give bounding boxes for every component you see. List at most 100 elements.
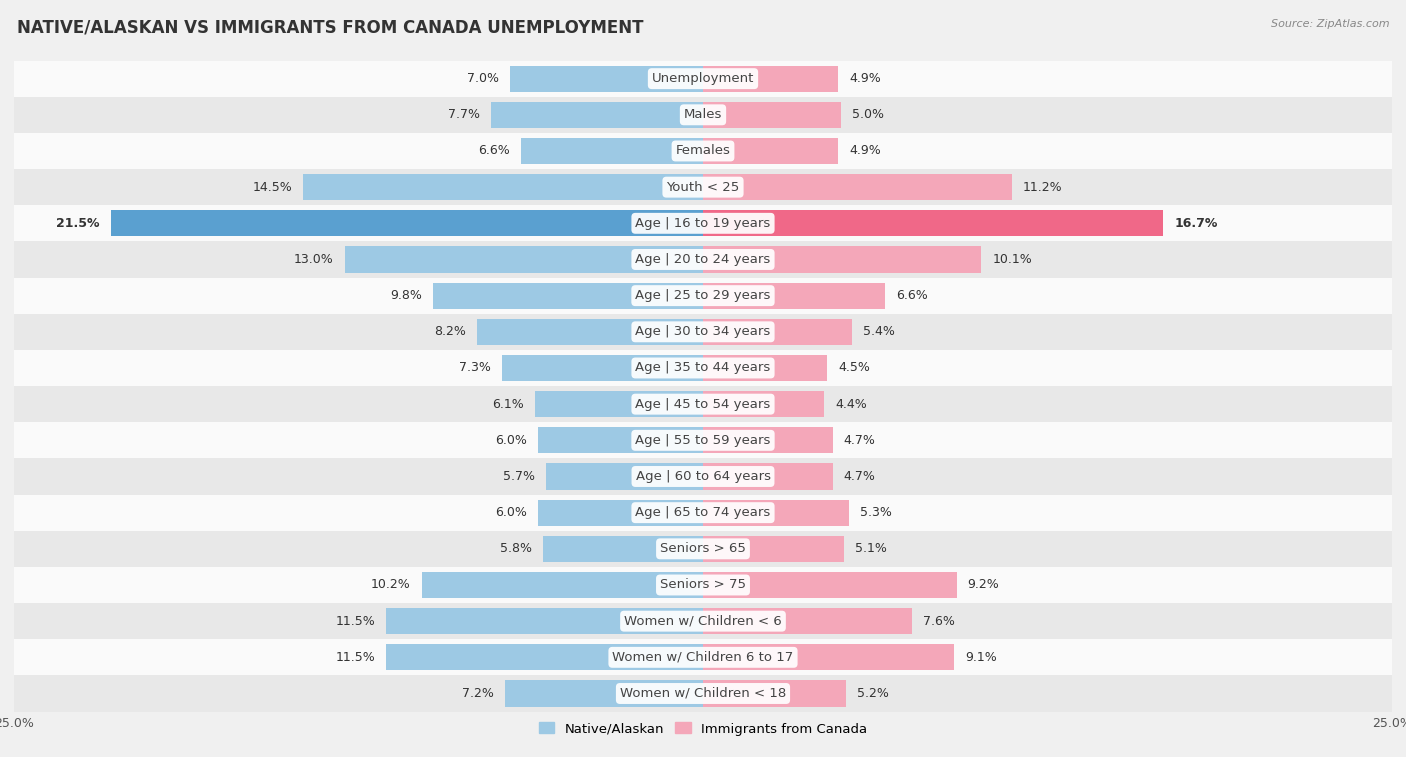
Bar bbox=[14, 205, 1392, 241]
Bar bbox=[510, 66, 703, 92]
Bar bbox=[537, 500, 703, 525]
Text: 5.0%: 5.0% bbox=[852, 108, 884, 121]
Bar bbox=[703, 536, 844, 562]
Text: 4.9%: 4.9% bbox=[849, 72, 880, 85]
Bar bbox=[14, 313, 1392, 350]
Text: 11.5%: 11.5% bbox=[335, 651, 375, 664]
Bar bbox=[14, 386, 1392, 422]
Text: 10.1%: 10.1% bbox=[993, 253, 1032, 266]
Text: 6.1%: 6.1% bbox=[492, 397, 524, 410]
Bar bbox=[703, 101, 841, 128]
Text: 9.1%: 9.1% bbox=[965, 651, 997, 664]
Text: 14.5%: 14.5% bbox=[253, 181, 292, 194]
Text: Age | 65 to 74 years: Age | 65 to 74 years bbox=[636, 506, 770, 519]
Bar bbox=[14, 494, 1392, 531]
Bar bbox=[304, 174, 703, 200]
Bar bbox=[14, 169, 1392, 205]
Bar bbox=[433, 282, 703, 309]
Text: 6.0%: 6.0% bbox=[495, 434, 527, 447]
Bar bbox=[14, 639, 1392, 675]
Text: 7.0%: 7.0% bbox=[467, 72, 499, 85]
Bar bbox=[14, 61, 1392, 97]
Text: 5.1%: 5.1% bbox=[855, 542, 886, 556]
Bar bbox=[703, 138, 838, 164]
Text: Females: Females bbox=[675, 145, 731, 157]
Text: Women w/ Children < 6: Women w/ Children < 6 bbox=[624, 615, 782, 628]
Bar bbox=[703, 66, 838, 92]
Text: Youth < 25: Youth < 25 bbox=[666, 181, 740, 194]
Bar bbox=[703, 608, 912, 634]
Bar bbox=[14, 675, 1392, 712]
Bar bbox=[505, 681, 703, 706]
Text: 9.2%: 9.2% bbox=[967, 578, 1000, 591]
Bar bbox=[502, 355, 703, 381]
Text: 11.5%: 11.5% bbox=[335, 615, 375, 628]
Text: 5.7%: 5.7% bbox=[503, 470, 534, 483]
Bar bbox=[477, 319, 703, 345]
Legend: Native/Alaskan, Immigrants from Canada: Native/Alaskan, Immigrants from Canada bbox=[533, 717, 873, 741]
Bar bbox=[14, 531, 1392, 567]
Text: 4.9%: 4.9% bbox=[849, 145, 880, 157]
Text: 4.7%: 4.7% bbox=[844, 434, 876, 447]
Bar bbox=[703, 355, 827, 381]
Bar bbox=[111, 210, 703, 236]
Text: 7.3%: 7.3% bbox=[458, 362, 491, 375]
Bar bbox=[703, 427, 832, 453]
Text: Age | 25 to 29 years: Age | 25 to 29 years bbox=[636, 289, 770, 302]
Text: 16.7%: 16.7% bbox=[1174, 217, 1218, 230]
Text: 11.2%: 11.2% bbox=[1022, 181, 1063, 194]
Text: 8.2%: 8.2% bbox=[434, 326, 465, 338]
Text: 6.6%: 6.6% bbox=[896, 289, 928, 302]
Text: Age | 30 to 34 years: Age | 30 to 34 years bbox=[636, 326, 770, 338]
Bar bbox=[14, 422, 1392, 459]
Text: Age | 16 to 19 years: Age | 16 to 19 years bbox=[636, 217, 770, 230]
Text: 13.0%: 13.0% bbox=[294, 253, 333, 266]
Bar bbox=[534, 391, 703, 417]
Text: 7.7%: 7.7% bbox=[447, 108, 479, 121]
Text: 4.4%: 4.4% bbox=[835, 397, 868, 410]
Text: Age | 35 to 44 years: Age | 35 to 44 years bbox=[636, 362, 770, 375]
Bar bbox=[422, 572, 703, 598]
Text: 4.7%: 4.7% bbox=[844, 470, 876, 483]
Text: 21.5%: 21.5% bbox=[56, 217, 100, 230]
Text: 6.6%: 6.6% bbox=[478, 145, 510, 157]
Text: Age | 20 to 24 years: Age | 20 to 24 years bbox=[636, 253, 770, 266]
Text: Age | 55 to 59 years: Age | 55 to 59 years bbox=[636, 434, 770, 447]
Text: 5.4%: 5.4% bbox=[863, 326, 894, 338]
Text: Males: Males bbox=[683, 108, 723, 121]
Bar bbox=[14, 241, 1392, 278]
Bar bbox=[14, 567, 1392, 603]
Text: Unemployment: Unemployment bbox=[652, 72, 754, 85]
Text: NATIVE/ALASKAN VS IMMIGRANTS FROM CANADA UNEMPLOYMENT: NATIVE/ALASKAN VS IMMIGRANTS FROM CANADA… bbox=[17, 19, 644, 37]
Bar bbox=[14, 459, 1392, 494]
Text: Women w/ Children < 18: Women w/ Children < 18 bbox=[620, 687, 786, 700]
Text: Women w/ Children 6 to 17: Women w/ Children 6 to 17 bbox=[613, 651, 793, 664]
Bar bbox=[14, 133, 1392, 169]
Bar bbox=[703, 572, 956, 598]
Text: Seniors > 65: Seniors > 65 bbox=[659, 542, 747, 556]
Bar bbox=[703, 319, 852, 345]
Bar bbox=[14, 278, 1392, 313]
Bar bbox=[491, 101, 703, 128]
Bar bbox=[14, 97, 1392, 133]
Bar bbox=[703, 500, 849, 525]
Bar bbox=[703, 210, 1163, 236]
Bar bbox=[344, 247, 703, 273]
Text: 7.6%: 7.6% bbox=[924, 615, 955, 628]
Bar bbox=[546, 463, 703, 490]
Bar bbox=[703, 644, 953, 671]
Text: 7.2%: 7.2% bbox=[461, 687, 494, 700]
Text: 9.8%: 9.8% bbox=[389, 289, 422, 302]
Bar bbox=[703, 681, 846, 706]
Text: 6.0%: 6.0% bbox=[495, 506, 527, 519]
Bar bbox=[522, 138, 703, 164]
Bar bbox=[14, 350, 1392, 386]
Bar bbox=[387, 608, 703, 634]
Text: Source: ZipAtlas.com: Source: ZipAtlas.com bbox=[1271, 19, 1389, 29]
Text: 5.2%: 5.2% bbox=[858, 687, 889, 700]
Text: Seniors > 75: Seniors > 75 bbox=[659, 578, 747, 591]
Bar bbox=[703, 282, 884, 309]
Text: 10.2%: 10.2% bbox=[371, 578, 411, 591]
Bar bbox=[703, 247, 981, 273]
Text: 5.3%: 5.3% bbox=[860, 506, 891, 519]
